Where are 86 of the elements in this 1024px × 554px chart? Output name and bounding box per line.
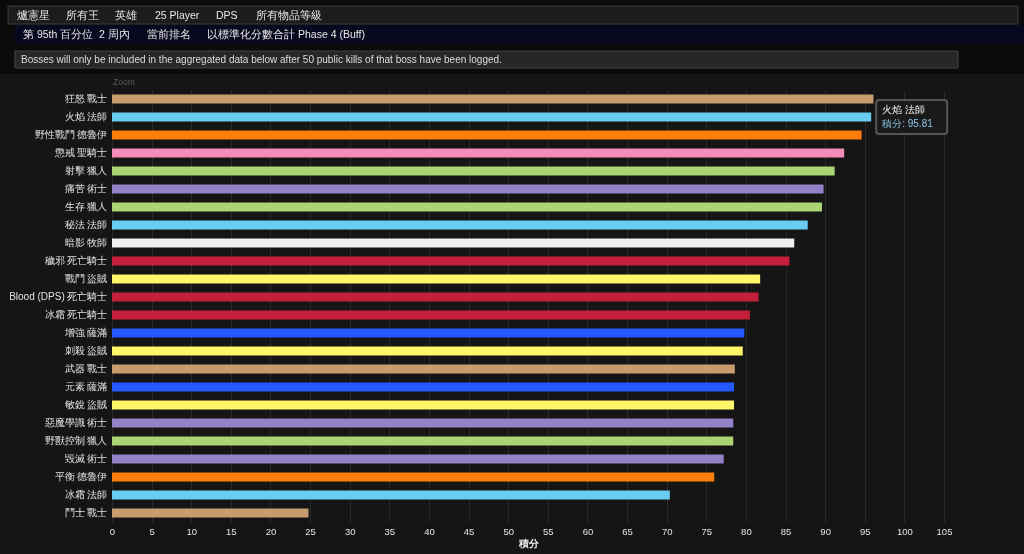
y-tick-label: 冰霜 法師 [64, 489, 108, 500]
x-tick-label: 10 [186, 525, 198, 537]
text: 以標準化分數合計 [207, 28, 295, 40]
x-axis-title: 積分 [517, 538, 540, 549]
bar [112, 436, 734, 446]
x-tick-label: 20 [265, 525, 277, 537]
bar [112, 94, 874, 104]
bar [112, 346, 743, 356]
bar [112, 508, 309, 518]
bar [112, 400, 735, 410]
x-tick-label: 30 [344, 525, 356, 537]
y-tick-label: 秘法 法師 [64, 219, 108, 230]
bar [112, 202, 822, 212]
bar [112, 292, 759, 302]
y-tick-label: 射擊 獵人 [64, 165, 108, 176]
text: 所有物品等級 [256, 9, 322, 21]
x-tick-label: 75 [701, 525, 713, 537]
y-tick-label: 武器 戰士 [64, 363, 108, 374]
x-tick-label: 100 [896, 525, 913, 537]
y-tick-label: 野性戰鬥 德魯伊 [34, 129, 108, 140]
y-tick-label: 刺殺 盜賊 [64, 345, 108, 356]
x-tick-label: 70 [661, 525, 673, 537]
x-tick-label: 15 [226, 525, 237, 537]
bar [112, 328, 745, 338]
text: 所有王 [66, 9, 99, 21]
bar [112, 238, 795, 248]
y-tick-label: 生存 獵人 [64, 201, 108, 212]
y-tick-label: 火焰 法師 [64, 111, 108, 122]
bar [112, 454, 724, 464]
y-tick-label: Blood (DPS) 死亡騎士 [9, 291, 108, 302]
y-tick-label: 冰霜 死亡騎士 [44, 309, 108, 320]
x-tick-label: 25 [305, 525, 316, 537]
y-tick-label: 惡魔學識 術士 [43, 417, 108, 428]
text: 25 Player [155, 9, 200, 21]
bar [112, 472, 715, 482]
bar [112, 418, 734, 428]
x-tick-label: 90 [820, 525, 831, 537]
text: Bosses will only be included in the aggregated data below after 50 public kills of that boss have been logged. [21, 54, 502, 65]
y-tick-label: 戰鬥 盜賊 [64, 273, 108, 284]
y-tick-label: 野獸控制 獵人 [44, 435, 108, 446]
bar [112, 148, 845, 158]
text: 爐憲星 [17, 9, 50, 21]
x-tick-label: 65 [622, 525, 633, 537]
x-tick-label: 80 [741, 525, 752, 537]
bar [112, 364, 735, 374]
bar [112, 112, 872, 122]
y-tick-label: 狂怒 戰士 [64, 93, 108, 104]
text: 第 95th 百分位 [23, 28, 94, 40]
x-tick-label: 5 [149, 525, 155, 537]
bar [112, 166, 835, 176]
x-tick-label: 55 [543, 525, 554, 537]
annotation: 火焰 法師 [882, 104, 925, 115]
bar [112, 220, 808, 230]
x-tick-label: 35 [384, 525, 396, 537]
x-tick-label: 0 [109, 525, 116, 537]
x-tick-label: 40 [424, 525, 435, 537]
y-tick-label: 暗影 牧師 [64, 237, 108, 248]
text: 當前排名 [147, 28, 191, 40]
text: 2 周內 [99, 28, 130, 40]
bar [112, 490, 670, 500]
x-tick-label: 60 [582, 525, 594, 537]
x-tick-label: 50 [503, 525, 514, 537]
x-tick-label: 85 [780, 525, 792, 537]
x-tick-label: 95 [859, 525, 871, 537]
y-tick-label: 痛苦 術士 [64, 183, 108, 194]
y-tick-label: 平衡 德魯伊 [54, 471, 108, 482]
bar [112, 310, 750, 320]
y-tick-label: 穢邪 死亡騎士 [44, 255, 108, 266]
x-tick-label: 45 [463, 525, 475, 537]
bar [112, 256, 790, 266]
y-tick-label: 懲戒 聖騎士 [53, 147, 108, 158]
text: Phase 4 (Buff) [298, 28, 365, 40]
y-tick-label: 元素 薩滿 [64, 381, 108, 392]
bar [112, 274, 761, 284]
bar [112, 184, 824, 194]
text: Zoom [113, 77, 135, 87]
annotation: 積分: 95.81 [882, 118, 934, 129]
bar [112, 382, 735, 392]
text: DPS [216, 9, 238, 21]
x-tick-label: 105 [936, 525, 953, 537]
bar [112, 130, 862, 140]
y-tick-label: 毀滅 術士 [64, 453, 108, 464]
y-tick-label: 增強 薩滿 [63, 327, 108, 338]
y-tick-label: 敏銳 盜賊 [64, 399, 108, 410]
text: 英雄 [115, 9, 137, 21]
y-tick-label: 鬥士 戰士 [64, 507, 108, 518]
